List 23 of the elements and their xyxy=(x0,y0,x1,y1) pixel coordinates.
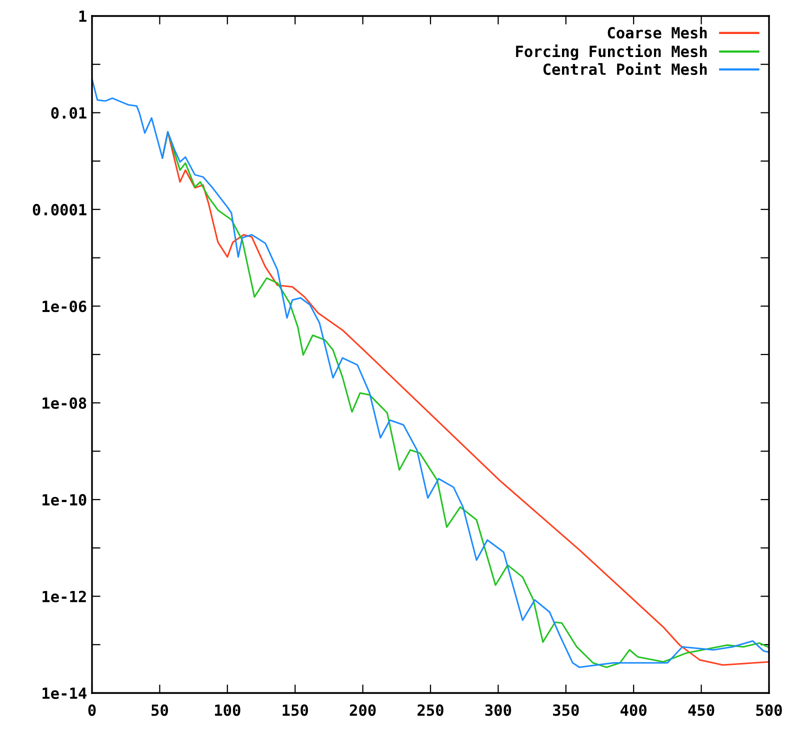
y-tick-label: 0.01 xyxy=(51,107,86,119)
x-tick-label: 400 xyxy=(620,704,646,716)
x-tick-label: 500 xyxy=(756,704,782,716)
x-tick-label: 300 xyxy=(485,704,512,716)
y-tick-label: 1e-06 xyxy=(42,300,86,312)
x-tick-label: 200 xyxy=(350,704,376,716)
x-tick-label: 100 xyxy=(215,704,240,716)
y-tick-label: 1e-08 xyxy=(42,397,86,409)
x-tick-label: 250 xyxy=(418,704,444,716)
y-tick-label: 1e-12 xyxy=(42,590,86,602)
line-series xyxy=(92,78,769,668)
legend-label: Coarse Mesh xyxy=(608,26,707,39)
legend-label: Central Point Mesh xyxy=(543,62,707,75)
x-tick-label: 150 xyxy=(282,704,308,716)
y-tick-label: 1e-14 xyxy=(42,688,86,700)
y-tick-label: 1 xyxy=(79,10,86,22)
x-tick-label: 350 xyxy=(553,704,579,716)
legend-label: Forcing Function Mesh xyxy=(516,44,707,60)
y-tick-label: 0.0001 xyxy=(32,204,86,216)
x-tick-label: 450 xyxy=(688,704,714,716)
x-tick-label: 50 xyxy=(152,704,168,716)
y-tick-label: 1e-10 xyxy=(42,494,86,506)
x-tick-label: 0 xyxy=(88,704,96,716)
